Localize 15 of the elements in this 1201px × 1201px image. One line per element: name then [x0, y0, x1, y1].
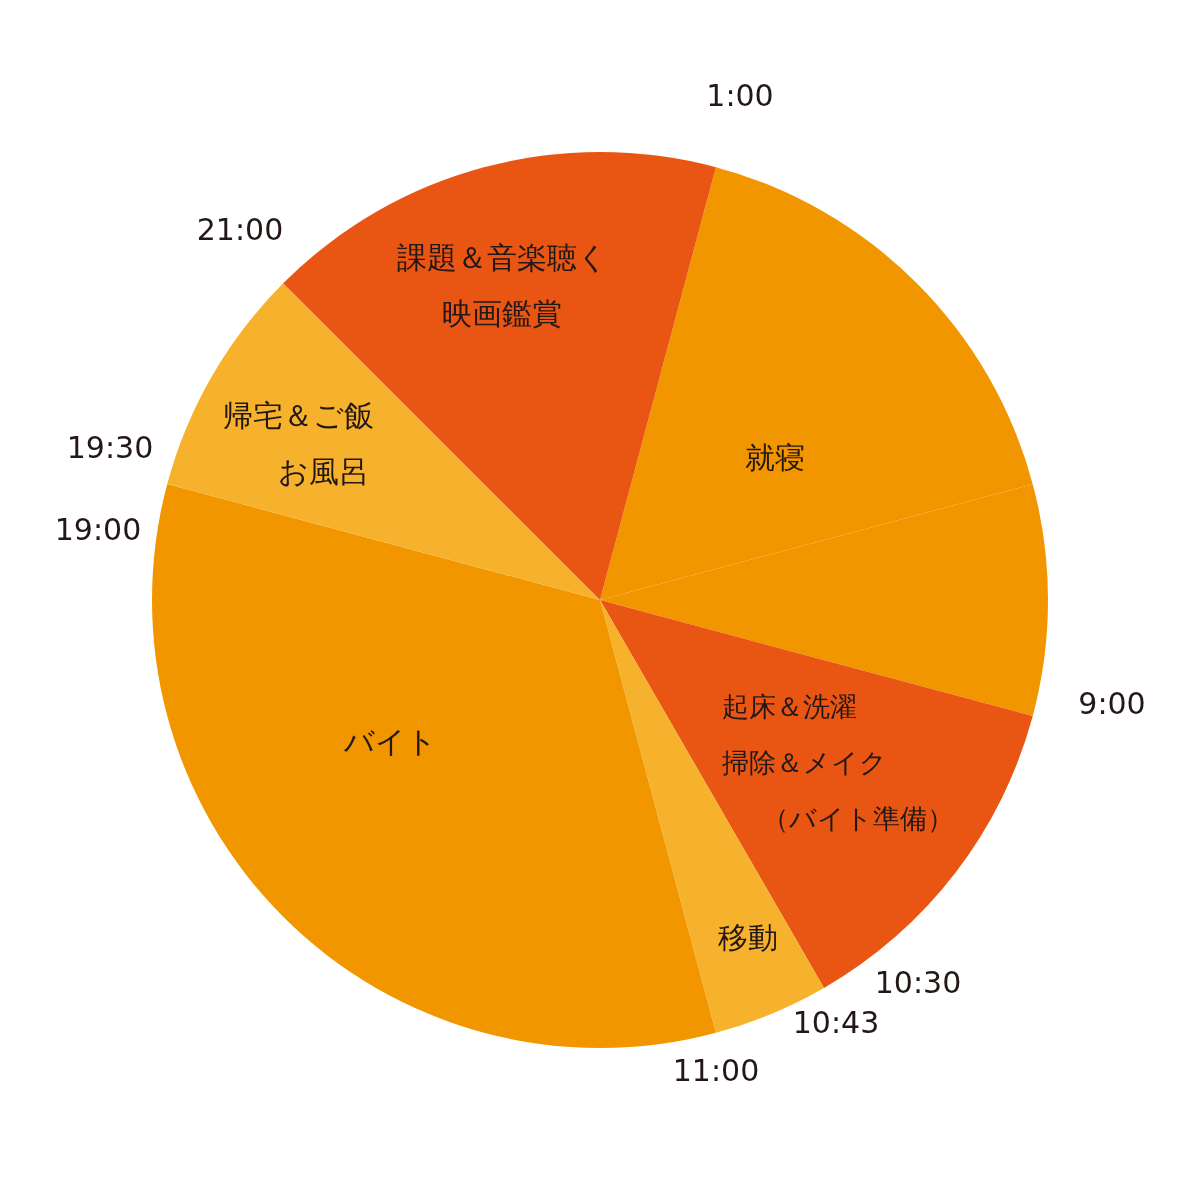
text: 19:00 — [54, 512, 142, 547]
text: 19:30 — [66, 430, 154, 465]
slice-label: 帰宅＆ご飯お風呂 — [222, 398, 374, 489]
slice-label: 就寝 — [745, 440, 805, 475]
slice-label: 起床＆洗濯掃除＆メイク（バイト準備） — [722, 691, 954, 834]
text: 1:00 — [706, 78, 774, 113]
text: 21:00 — [196, 212, 284, 247]
slice-label: バイト — [342, 724, 437, 759]
pie-slice — [167, 283, 600, 600]
text: 10:30 — [874, 965, 962, 1000]
text: 9:00 — [1078, 686, 1146, 721]
text: 10:43 — [792, 1005, 880, 1040]
slice-label: 課題＆音楽聴く映画鑑賞 — [396, 240, 608, 331]
slice-label: 移動 — [718, 920, 778, 955]
text: 11:00 — [672, 1053, 760, 1088]
